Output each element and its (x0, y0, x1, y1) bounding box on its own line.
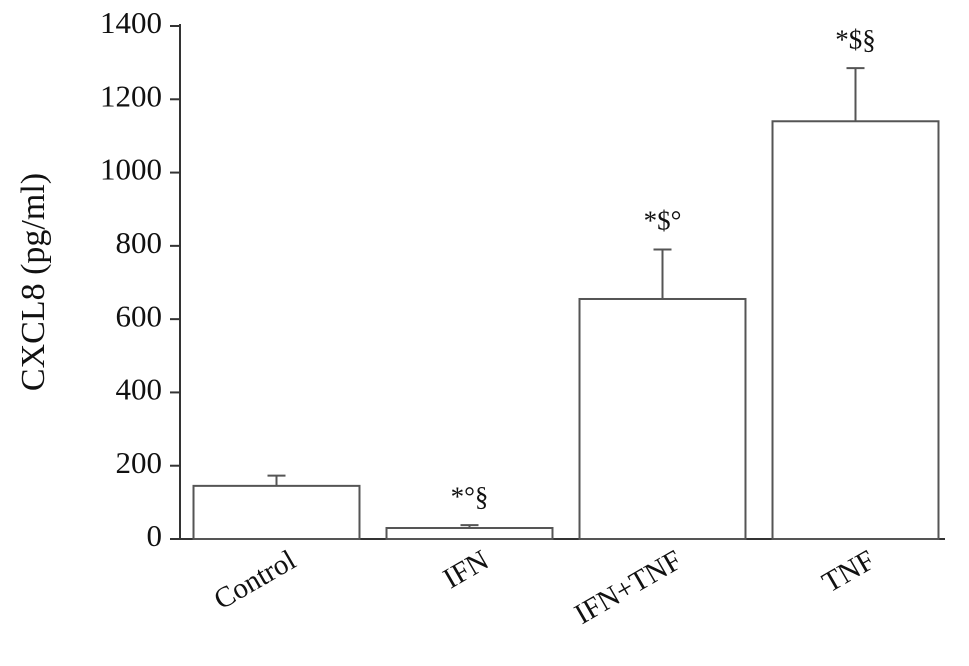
y-tick-label: 600 (116, 298, 163, 333)
bar (771, 120, 940, 541)
x-tick-label: IFN (438, 544, 495, 595)
y-tick-label: 1400 (100, 5, 162, 40)
bar (385, 527, 554, 540)
y-tick-label: 400 (116, 372, 163, 407)
y-axis-label: CXCL8 (pg/ml) (15, 173, 52, 391)
x-tick-label: TNF (817, 544, 880, 599)
y-tick-label: 1200 (100, 78, 162, 113)
annotation: *$§ (835, 24, 876, 54)
y-tick-label: 1000 (100, 152, 162, 187)
y-tick-label: 800 (116, 225, 163, 260)
annotation: *$° (644, 206, 682, 236)
bar (192, 484, 361, 540)
x-tick-label: Control (209, 544, 302, 616)
annotation: *°§ (451, 481, 489, 511)
y-tick-label: 200 (116, 445, 163, 480)
bar (578, 297, 747, 540)
x-tick-label: IFN+TNF (569, 544, 687, 631)
y-tick-label: 0 (147, 518, 163, 553)
